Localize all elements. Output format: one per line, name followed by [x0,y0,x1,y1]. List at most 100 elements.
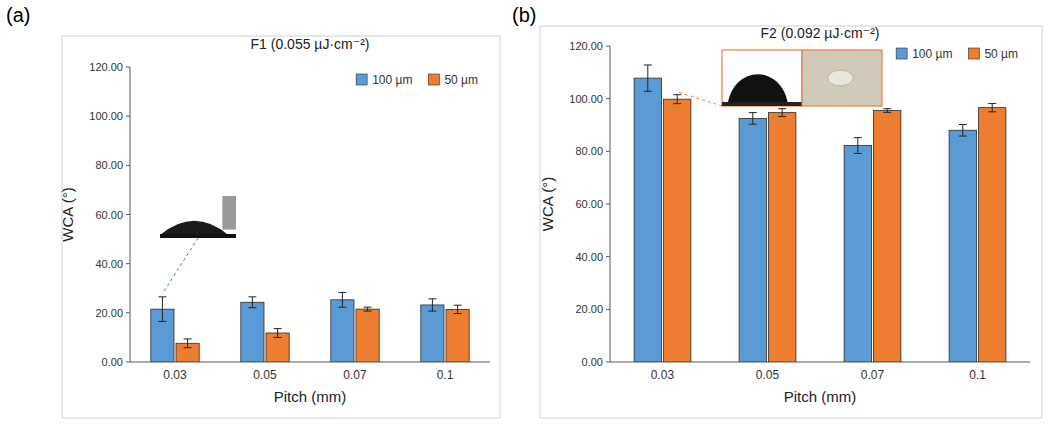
y-axis [130,67,131,362]
error-cap [959,136,967,137]
panel: (a)F1 (0.055 µJ·cm⁻²)0.0020.0040.0060.00… [6,4,500,418]
x-tick-label: 0.05 [756,368,780,382]
error-bar [274,329,282,338]
error-cap [644,64,652,65]
y-tick-label: 100.00 [89,110,123,122]
inset-droplet [828,70,854,86]
error-bar [644,65,652,91]
legend-label: 50 µm [984,47,1018,61]
y-tick [126,362,130,363]
error-cap [338,307,346,308]
error-cap [274,337,282,338]
y-tick [126,165,130,166]
panel-letter: (a) [6,4,30,26]
error-bar [778,109,786,117]
error-cap [673,94,681,95]
y-tick [126,67,130,68]
inset-bg [802,50,882,106]
bar [634,78,661,362]
bar [769,113,796,362]
error-stem [752,113,753,125]
y-tick-label: 0.00 [582,356,603,368]
y-tick-label: 100.00 [569,93,603,105]
error-bar [883,109,891,113]
error-stem [992,103,993,111]
y-tick-label: 120.00 [89,61,123,73]
error-cap [184,347,192,348]
error-bar [428,299,436,311]
error-cap [364,307,372,308]
error-stem [677,95,678,104]
inset-droplet [160,221,228,235]
error-cap [883,112,891,113]
error-cap [778,108,786,109]
x-axis-title: Pitch (mm) [784,388,857,405]
y-axis-title: WCA (°) [539,177,556,231]
error-cap [454,305,462,306]
panel-frame [540,26,1042,418]
y-tick-label: 80.00 [575,145,603,157]
error-bar [854,138,862,154]
bar [356,309,379,362]
chart-title: F1 (0.055 µJ·cm⁻²) [251,36,370,52]
bar [421,305,444,362]
y-tick [606,98,610,99]
bar [844,146,871,362]
error-stem [647,65,648,91]
error-cap [248,307,256,308]
y-tick [606,309,610,310]
error-cap [248,296,256,297]
error-cap [364,311,372,312]
error-bar [364,307,372,311]
x-tick-label: 0.05 [253,368,277,382]
x-axis-title: Pitch (mm) [274,388,347,405]
error-stem [432,299,433,311]
error-stem [162,297,163,322]
x-tick-label: 0.1 [969,368,986,382]
y-tick-label: 120.00 [569,40,603,52]
y-axis [610,46,611,362]
legend-swatch [968,48,979,59]
y-tick [606,151,610,152]
y-tick [126,312,130,313]
y-tick-label: 80.00 [95,159,123,171]
bar [739,118,766,362]
error-cap [959,124,967,125]
error-cap [988,103,996,104]
legend-swatch [896,48,907,59]
legend-swatch [428,74,439,85]
error-cap [158,296,166,297]
y-tick-label: 40.00 [95,258,123,270]
error-stem [782,109,783,117]
bar [266,333,289,362]
error-cap [673,103,681,104]
x-tick-label: 0.07 [343,368,367,382]
error-cap [778,116,786,117]
error-stem [887,109,888,113]
marks [634,65,1006,362]
error-bar [338,292,346,307]
error-cap [158,321,166,322]
panel-frame [62,36,500,418]
y-tick [606,46,610,47]
y-tick-label: 60.00 [95,209,123,221]
error-cap [184,338,192,339]
y-tick [126,214,130,215]
legend-label: 100 µm [372,73,412,87]
inset-leader [162,238,198,294]
bar [949,130,976,362]
y-tick [126,116,130,117]
error-bar [959,124,967,136]
chart-title: F2 (0.092 µJ·cm⁻²) [761,25,880,41]
bar [331,300,354,362]
x-tick-label: 0.07 [861,368,885,382]
error-bar [248,297,256,308]
legend-swatch [356,74,367,85]
inset-droplet [728,74,788,102]
marks [151,292,469,362]
error-cap [988,111,996,112]
y-tick [606,256,610,257]
error-cap [854,153,862,154]
y-tick [606,362,610,363]
error-bar [184,339,192,348]
